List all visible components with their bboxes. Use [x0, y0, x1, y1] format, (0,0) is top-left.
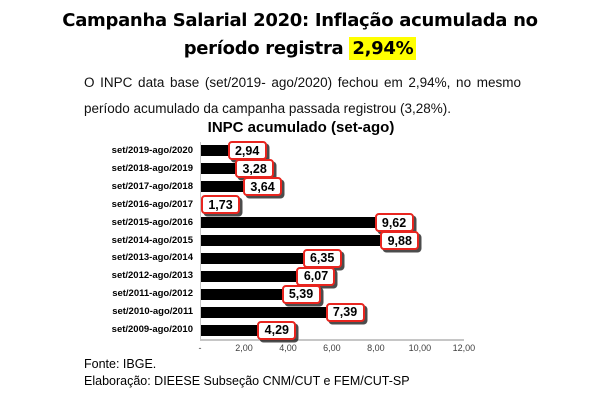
value-label: 1,73	[201, 195, 241, 215]
value-label: 6,07	[296, 266, 336, 286]
value-label: 2,94	[227, 141, 267, 161]
page-title-line2-text: período registra	[183, 38, 350, 59]
intro-paragraph: O INPC data base (set/2019- ago/2020) fe…	[84, 70, 521, 122]
page-title-line1: Campanha Salarial 2020: Inflação acumula…	[62, 10, 538, 31]
chart-plot-area: set/2019-ago/2020 2,94 set/2018-ago/2019 3,…	[112, 141, 465, 341]
chart-title: INPC acumulado (set-ago)	[207, 119, 395, 136]
category-label: set/2011-ago/2012	[112, 288, 193, 300]
category-label: set/2013-ago/2014	[111, 252, 193, 264]
x-tick-label: 6,00	[323, 343, 341, 353]
value-label: 9,62	[374, 213, 414, 233]
x-tick-label: -	[198, 343, 202, 353]
category-label: set/2009-ago/2010	[111, 324, 193, 336]
value-label: 3,28	[235, 159, 275, 179]
x-tick-label: 12,00	[452, 343, 476, 353]
category-label: set/2012-ago/2013	[111, 270, 193, 282]
category-label: set/2018-ago/2019	[111, 162, 193, 174]
source-note: Fonte: IBGE. Elaboração: DIEESE Subseção…	[84, 356, 410, 389]
value-label: 9,88	[380, 231, 420, 250]
chart-bar	[201, 217, 413, 229]
page-title: Campanha Salarial 2020: Inflação acumula…	[0, 7, 600, 63]
y-axis-line	[200, 142, 201, 339]
chart-bar	[201, 288, 320, 300]
x-tick-label: 8,00	[367, 343, 385, 353]
intro-paragraph-line1: O INPC data base (set/2019- ago/2020) fe…	[84, 75, 521, 90]
category-label: set/2019-ago/2020	[111, 145, 193, 156]
x-tick-label: 2,00	[235, 343, 253, 353]
category-label: set/2014-ago/2015	[111, 234, 193, 246]
chart-bar	[201, 306, 364, 318]
value-label: 4,29	[257, 320, 297, 340]
page-title-line2: período registra 2,94%	[0, 35, 600, 63]
category-label: set/2010-ago/2011	[112, 306, 193, 318]
source-line: Fonte: IBGE.	[84, 357, 157, 371]
chart-bar	[201, 252, 341, 264]
value-label: 7,39	[325, 302, 365, 322]
highlight-mark: 2,94%	[349, 37, 417, 60]
value-label: 6,35	[302, 248, 342, 268]
category-label: set/2017-ago/2018	[111, 180, 193, 192]
value-label: 3,64	[243, 177, 283, 197]
x-tick-label: 4,00	[279, 343, 297, 353]
x-axis-tick-labels: - 2,00 4,00 6,00 8,00 10,00 12,00	[199, 343, 476, 355]
x-axis-line	[200, 339, 464, 341]
elaboration-line: Elaboração: DIEESE Subseção CNM/CUT e FE…	[84, 373, 410, 388]
chart-bar	[201, 181, 282, 193]
value-label: 5,39	[281, 284, 321, 304]
x-tick-label: 10,00	[408, 343, 432, 353]
category-label: set/2016-ago/2017	[111, 198, 193, 210]
category-label: set/2015-ago/2016	[111, 216, 193, 228]
chart-bar	[201, 270, 335, 282]
intro-paragraph-line2: período acumulado da campanha passada re…	[84, 101, 451, 116]
chart-bar	[201, 324, 296, 336]
chart-bar	[201, 235, 419, 246]
